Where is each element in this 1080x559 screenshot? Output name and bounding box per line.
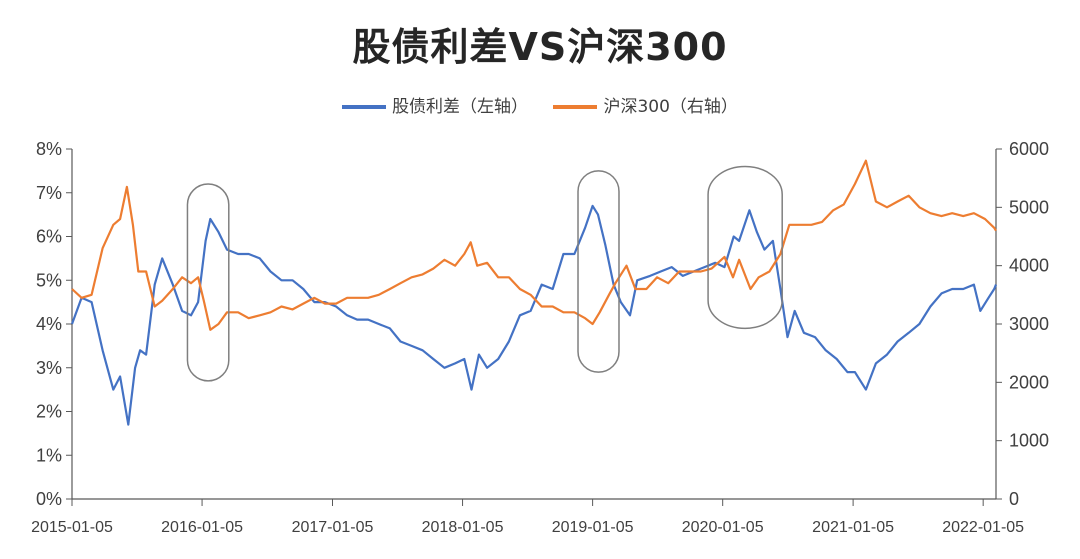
right-tick-label: 6000 xyxy=(1009,139,1049,159)
right-tick-label: 2000 xyxy=(1009,372,1049,392)
x-tick-label: 2022-01-05 xyxy=(942,519,1024,536)
legend-swatch-hs300 xyxy=(553,105,598,109)
x-tick-label: 2021-01-05 xyxy=(812,519,894,536)
legend-label-spread: 股债利差（左轴） xyxy=(392,97,529,117)
right-tick-label: 5000 xyxy=(1009,197,1049,217)
annotation-highlight-1 xyxy=(186,183,230,382)
x-tick-label: 2020-01-05 xyxy=(682,519,764,536)
left-tick-label: 6% xyxy=(36,227,62,247)
left-tick-label: 3% xyxy=(36,358,62,378)
x-tick-label: 2016-01-05 xyxy=(161,519,243,536)
x-tick-label: 2017-01-05 xyxy=(292,519,374,536)
legend-swatch-spread xyxy=(342,105,387,109)
right-tick-label: 3000 xyxy=(1009,314,1049,334)
left-tick-label: 1% xyxy=(36,445,62,465)
series-line-spread xyxy=(70,204,998,426)
right-tick-label: 1000 xyxy=(1009,431,1049,451)
legend-item-spread: 股债利差（左轴） xyxy=(342,92,528,117)
right-tick-label: 4000 xyxy=(1009,256,1049,276)
annotation-highlight-2 xyxy=(577,170,620,373)
legend-item-hs300: 沪深300（右轴） xyxy=(553,92,738,117)
left-tick-label: 4% xyxy=(36,314,62,334)
left-tick-label: 0% xyxy=(36,489,62,509)
series-line-hs300 xyxy=(71,159,997,331)
legend-label-hs300: 沪深300（右轴） xyxy=(603,97,738,117)
annotation-highlight-3 xyxy=(707,165,783,330)
legend: 股债利差（左轴） 沪深300（右轴） xyxy=(0,92,1080,117)
x-tick-label: 2015-01-05 xyxy=(31,519,113,536)
right-tick-label: 0 xyxy=(1009,489,1019,509)
left-tick-label: 7% xyxy=(36,183,62,203)
left-tick-label: 5% xyxy=(36,270,62,290)
x-tick-label: 2018-01-05 xyxy=(422,519,504,536)
x-tick-label: 2019-01-05 xyxy=(552,519,634,536)
chart-title: 股债利差VS沪深300 xyxy=(352,25,728,69)
left-tick-label: 8% xyxy=(36,139,62,159)
left-tick-label: 2% xyxy=(36,402,62,422)
